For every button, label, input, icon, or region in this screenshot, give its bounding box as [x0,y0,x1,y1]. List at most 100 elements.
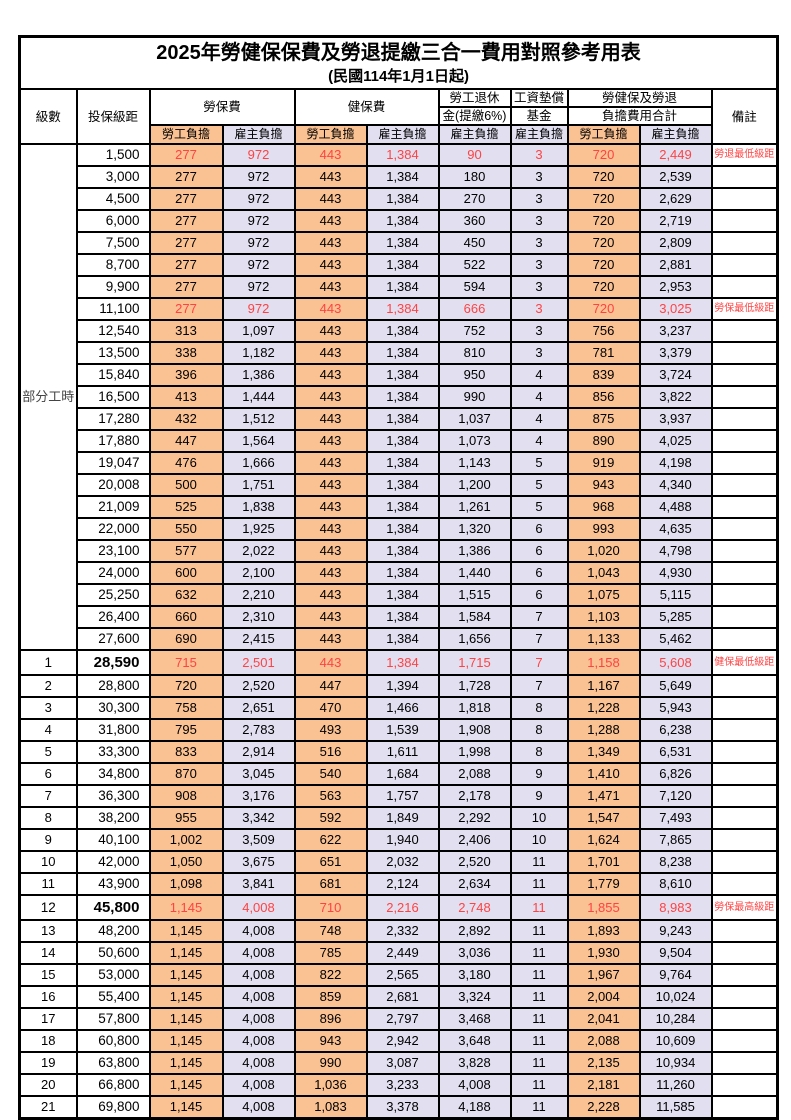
fee-cell: 11 [509,894,569,921]
fee-cell: 1,167 [566,674,641,698]
remark-cell [710,919,779,943]
fee-cell: 2,681 [365,985,440,1009]
title-row: 2025年勞健保保費及勞退提繳三合一費用對照參考用表 (民國114年1月1日起) [18,35,779,90]
fee-cell: 443 [293,407,368,431]
fee-cell: 443 [293,429,368,453]
fee-cell: 1,386 [221,363,296,387]
table-row: 20 66,800 1,145 4,008 1,036 3,233 4,008 11 2,181… [18,1073,779,1097]
fee-cell: 2,651 [221,696,296,720]
fee-cell: 5,608 [638,649,713,676]
fee-cell: 443 [293,275,368,299]
fee-cell: 2,520 [221,674,296,698]
header-total-line2: 負擔費用合計 [566,106,713,126]
bracket-cell: 25,250 [75,583,151,607]
fee-cell: 1,261 [437,495,512,519]
fee-cell: 443 [293,187,368,211]
fee-cell: 4,798 [638,539,713,563]
fee-cell: 1,838 [221,495,296,519]
fee-cell: 972 [221,143,296,167]
fee-cell: 338 [148,341,224,365]
fee-cell: 2,310 [221,605,296,629]
fee-cell: 919 [566,451,641,475]
fee-cell: 277 [148,297,224,321]
fee-cell: 1,384 [365,605,440,629]
fee-cell: 277 [148,231,224,255]
fee-cell: 11,260 [638,1073,713,1097]
fee-cell: 3 [509,319,569,343]
fee-cell: 2,228 [566,1095,641,1120]
bracket-cell: 23,100 [75,539,151,563]
fee-cell: 822 [293,963,368,987]
bracket-cell: 26,400 [75,605,151,629]
fee-cell: 666 [437,297,512,321]
fee-cell: 2,124 [365,872,440,896]
fee-cell: 1,145 [148,941,224,965]
level-cell: 2 [18,674,78,698]
table-row: 16,500 413 1,444 443 1,384 990 4 856 3,822 [20,385,779,409]
fee-cell: 3,675 [221,850,296,874]
fee-cell: 7,120 [638,784,713,808]
fee-cell: 1,384 [365,363,440,387]
fee-cell: 2,629 [638,187,713,211]
fee-cell: 3,036 [437,941,512,965]
level-cell: 11 [18,872,78,896]
bracket-cell: 30,300 [75,696,151,720]
fee-cell: 443 [293,363,368,387]
fee-cell: 7 [509,605,569,629]
fee-cell: 622 [293,828,368,852]
fee-cell: 443 [293,231,368,255]
table-row: 6,000 277 972 443 1,384 360 3 720 2,719 [20,209,779,233]
fee-cell: 180 [437,165,512,189]
fee-cell: 8,983 [638,894,713,921]
fee-cell: 470 [293,696,368,720]
fee-cell: 4,340 [638,473,713,497]
fee-cell: 1,818 [437,696,512,720]
remark-cell: 勞保最低級距 [710,297,779,321]
subheader-employer: 雇主負擔 [509,124,569,145]
fee-cell: 10,284 [638,1007,713,1031]
fee-cell: 2,634 [437,872,512,896]
fee-cell: 2,088 [437,762,512,786]
fee-cell: 993 [566,517,641,541]
fee-cell: 4,008 [221,985,296,1009]
fee-cell: 1,384 [365,517,440,541]
table-row: 13,500 338 1,182 443 1,384 810 3 781 3,379 [20,341,779,365]
fee-cell: 1,097 [221,319,296,343]
fee-cell: 1,145 [148,985,224,1009]
fee-cell: 943 [293,1029,368,1053]
fee-cell: 3 [509,253,569,277]
fee-cell: 1,512 [221,407,296,431]
table-row: 11,100 277 972 443 1,384 666 3 720 3,025 勞保最低級距 [20,297,779,321]
fee-cell: 540 [293,762,368,786]
table-row: 1 28,590 715 2,501 443 1,384 1,715 7 1,158 5,608 健… [18,649,779,676]
fee-cell: 2,809 [638,231,713,255]
fee-cell: 3,509 [221,828,296,852]
fee-cell: 443 [293,451,368,475]
table-row: 9 40,100 1,002 3,509 622 1,940 2,406 10 1,624 7,8… [18,828,779,852]
fee-cell: 1,539 [365,718,440,742]
bracket-cell: 17,880 [75,429,151,453]
table-row: 22,000 550 1,925 443 1,384 1,320 6 993 4,635 [20,517,779,541]
fee-cell: 756 [566,319,641,343]
fee-cell: 1,751 [221,473,296,497]
fee-cell: 563 [293,784,368,808]
fee-cell: 795 [148,718,224,742]
fee-cell: 447 [293,674,368,698]
fee-cell: 1,728 [437,674,512,698]
fee-cell: 2,449 [638,143,713,167]
table-row: 19,047 476 1,666 443 1,384 1,143 5 919 4,198 [20,451,779,475]
fee-cell: 5 [509,451,569,475]
subheader-employer: 雇主負擔 [638,124,713,145]
remark-cell [710,806,779,830]
fee-cell: 972 [221,253,296,277]
level-cell: 7 [18,784,78,808]
fee-cell: 2,406 [437,828,512,852]
fee-cell: 1,386 [437,539,512,563]
fee-cell: 7 [509,627,569,651]
fee-cell: 443 [293,143,368,167]
fee-cell: 277 [148,209,224,233]
remark-cell [710,696,779,720]
fee-cell: 632 [148,583,224,607]
fee-cell: 1,083 [293,1095,368,1120]
fee-cell: 1,143 [437,451,512,475]
